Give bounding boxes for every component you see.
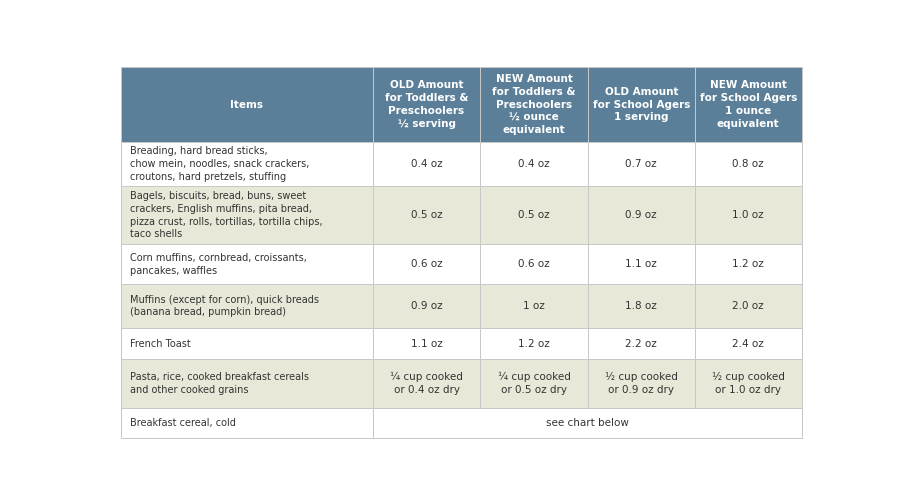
Polygon shape	[588, 284, 695, 329]
Polygon shape	[373, 328, 481, 359]
Polygon shape	[121, 244, 373, 284]
Text: NEW Amount
for School Agers
1 ounce
equivalent: NEW Amount for School Agers 1 ounce equi…	[699, 80, 796, 129]
Polygon shape	[121, 186, 373, 244]
Text: 0.9 oz: 0.9 oz	[626, 210, 657, 220]
Polygon shape	[373, 67, 481, 142]
Polygon shape	[695, 359, 802, 408]
Text: Bagels, biscuits, bread, buns, sweet
crackers, English muffins, pita bread,
pizz: Bagels, biscuits, bread, buns, sweet cra…	[130, 191, 322, 240]
Text: Pasta, rice, cooked breakfast cereals
and other cooked grains: Pasta, rice, cooked breakfast cereals an…	[130, 372, 309, 394]
Text: 1.1 oz: 1.1 oz	[410, 338, 443, 348]
Text: see chart below: see chart below	[545, 418, 628, 428]
Text: 0.9 oz: 0.9 oz	[410, 301, 442, 311]
Text: 1.2 oz: 1.2 oz	[733, 259, 764, 269]
Text: 0.8 oz: 0.8 oz	[733, 159, 764, 169]
Polygon shape	[481, 67, 588, 142]
Polygon shape	[121, 359, 373, 408]
Text: NEW Amount
for Toddlers &
Preschoolers
½ ounce
equivalent: NEW Amount for Toddlers & Preschoolers ½…	[492, 74, 576, 135]
Polygon shape	[121, 328, 373, 359]
Text: Items: Items	[230, 100, 264, 110]
Polygon shape	[481, 244, 588, 284]
Text: 1.8 oz: 1.8 oz	[626, 301, 657, 311]
Text: Corn muffins, cornbread, croissants,
pancakes, waffles: Corn muffins, cornbread, croissants, pan…	[130, 253, 307, 276]
Polygon shape	[373, 359, 481, 408]
Polygon shape	[121, 67, 373, 142]
Polygon shape	[481, 328, 588, 359]
Polygon shape	[588, 359, 695, 408]
Polygon shape	[481, 284, 588, 329]
Text: 0.4 oz: 0.4 oz	[410, 159, 442, 169]
Polygon shape	[373, 284, 481, 329]
Text: 1.0 oz: 1.0 oz	[733, 210, 764, 220]
Text: ¼ cup cooked
or 0.5 oz dry: ¼ cup cooked or 0.5 oz dry	[498, 372, 571, 394]
Polygon shape	[481, 186, 588, 244]
Polygon shape	[121, 142, 373, 186]
Text: Breading, hard bread sticks,
chow mein, noodles, snack crackers,
croutons, hard : Breading, hard bread sticks, chow mein, …	[130, 146, 310, 182]
Polygon shape	[373, 408, 802, 438]
Polygon shape	[695, 284, 802, 329]
Text: OLD Amount
for Toddlers &
Preschoolers
½ serving: OLD Amount for Toddlers & Preschoolers ½…	[385, 80, 468, 129]
Polygon shape	[121, 284, 373, 329]
Polygon shape	[481, 142, 588, 186]
Text: 0.6 oz: 0.6 oz	[518, 259, 550, 269]
Text: 0.5 oz: 0.5 oz	[410, 210, 442, 220]
Text: OLD Amount
for School Agers
1 serving: OLD Amount for School Agers 1 serving	[592, 87, 690, 122]
Polygon shape	[373, 186, 481, 244]
Polygon shape	[373, 244, 481, 284]
Polygon shape	[695, 67, 802, 142]
Polygon shape	[588, 328, 695, 359]
Text: ½ cup cooked
or 1.0 oz dry: ½ cup cooked or 1.0 oz dry	[712, 372, 785, 394]
Text: 0.7 oz: 0.7 oz	[626, 159, 657, 169]
Text: 2.4 oz: 2.4 oz	[733, 338, 764, 348]
Polygon shape	[588, 244, 695, 284]
Polygon shape	[373, 142, 481, 186]
Text: 1.1 oz: 1.1 oz	[626, 259, 657, 269]
Text: Muffins (except for corn), quick breads
(banana bread, pumpkin bread): Muffins (except for corn), quick breads …	[130, 294, 319, 318]
Text: 0.6 oz: 0.6 oz	[410, 259, 442, 269]
Polygon shape	[481, 359, 588, 408]
Polygon shape	[588, 186, 695, 244]
Polygon shape	[121, 408, 373, 438]
Polygon shape	[695, 186, 802, 244]
Text: 2.0 oz: 2.0 oz	[733, 301, 764, 311]
Polygon shape	[695, 328, 802, 359]
Text: 0.4 oz: 0.4 oz	[518, 159, 550, 169]
Polygon shape	[588, 142, 695, 186]
Polygon shape	[695, 142, 802, 186]
Polygon shape	[588, 67, 695, 142]
Text: French Toast: French Toast	[130, 338, 191, 348]
Text: 2.2 oz: 2.2 oz	[626, 338, 657, 348]
Text: 0.5 oz: 0.5 oz	[518, 210, 550, 220]
Text: ¼ cup cooked
or 0.4 oz dry: ¼ cup cooked or 0.4 oz dry	[390, 372, 463, 394]
Text: Breakfast cereal, cold: Breakfast cereal, cold	[130, 418, 236, 428]
Text: 1.2 oz: 1.2 oz	[518, 338, 550, 348]
Text: 1 oz: 1 oz	[523, 301, 545, 311]
Polygon shape	[695, 244, 802, 284]
Text: ½ cup cooked
or 0.9 oz dry: ½ cup cooked or 0.9 oz dry	[605, 372, 678, 394]
